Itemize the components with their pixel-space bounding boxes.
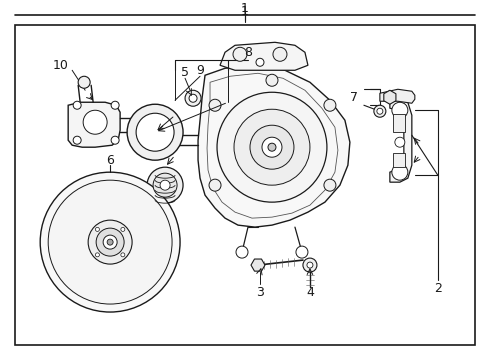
Circle shape: [78, 76, 90, 88]
Text: 10: 10: [52, 59, 68, 72]
Circle shape: [209, 179, 221, 191]
Circle shape: [377, 108, 383, 114]
Polygon shape: [390, 98, 412, 182]
Circle shape: [83, 110, 107, 134]
Circle shape: [185, 90, 201, 106]
Polygon shape: [380, 89, 415, 103]
Circle shape: [374, 105, 386, 117]
Circle shape: [96, 253, 99, 257]
Circle shape: [256, 58, 264, 66]
Polygon shape: [251, 259, 265, 271]
Circle shape: [324, 99, 336, 111]
Circle shape: [209, 99, 221, 111]
Circle shape: [273, 47, 287, 61]
Circle shape: [268, 143, 276, 151]
Circle shape: [266, 74, 278, 86]
Bar: [15, 25, 475, 345]
Text: 9: 9: [196, 64, 204, 77]
Circle shape: [136, 113, 174, 151]
Circle shape: [234, 109, 310, 185]
Text: 4: 4: [306, 285, 314, 298]
Text: 5: 5: [181, 66, 189, 79]
Circle shape: [88, 220, 132, 264]
Circle shape: [160, 180, 170, 190]
Circle shape: [296, 246, 308, 258]
Text: 2: 2: [434, 282, 442, 294]
Circle shape: [103, 235, 117, 249]
Circle shape: [324, 179, 336, 191]
Circle shape: [189, 94, 197, 102]
Polygon shape: [68, 102, 120, 147]
Text: 1: 1: [241, 2, 249, 15]
Polygon shape: [384, 90, 396, 104]
Circle shape: [153, 173, 177, 197]
Polygon shape: [198, 65, 350, 227]
Circle shape: [96, 228, 99, 231]
Text: 6: 6: [106, 154, 114, 167]
Polygon shape: [220, 42, 308, 70]
Circle shape: [236, 246, 248, 258]
Circle shape: [73, 136, 81, 144]
Circle shape: [121, 228, 125, 231]
Circle shape: [40, 172, 180, 312]
Circle shape: [111, 101, 119, 109]
Circle shape: [77, 104, 113, 140]
Circle shape: [303, 258, 317, 272]
Circle shape: [96, 228, 124, 256]
Circle shape: [392, 164, 408, 180]
Bar: [393, 153, 405, 167]
Circle shape: [127, 104, 183, 160]
Circle shape: [217, 92, 327, 202]
Circle shape: [233, 47, 247, 61]
Circle shape: [121, 253, 125, 257]
Text: 8: 8: [244, 46, 252, 59]
Circle shape: [392, 102, 408, 118]
Circle shape: [250, 125, 294, 169]
Bar: [393, 114, 405, 132]
Text: 1: 1: [241, 5, 249, 18]
Circle shape: [307, 262, 313, 268]
Circle shape: [147, 167, 183, 203]
Text: 3: 3: [256, 285, 264, 298]
Circle shape: [395, 137, 405, 147]
Circle shape: [107, 239, 113, 245]
Circle shape: [111, 136, 119, 144]
Circle shape: [73, 101, 81, 109]
Circle shape: [48, 180, 172, 304]
Text: 7: 7: [350, 91, 358, 104]
Circle shape: [262, 137, 282, 157]
